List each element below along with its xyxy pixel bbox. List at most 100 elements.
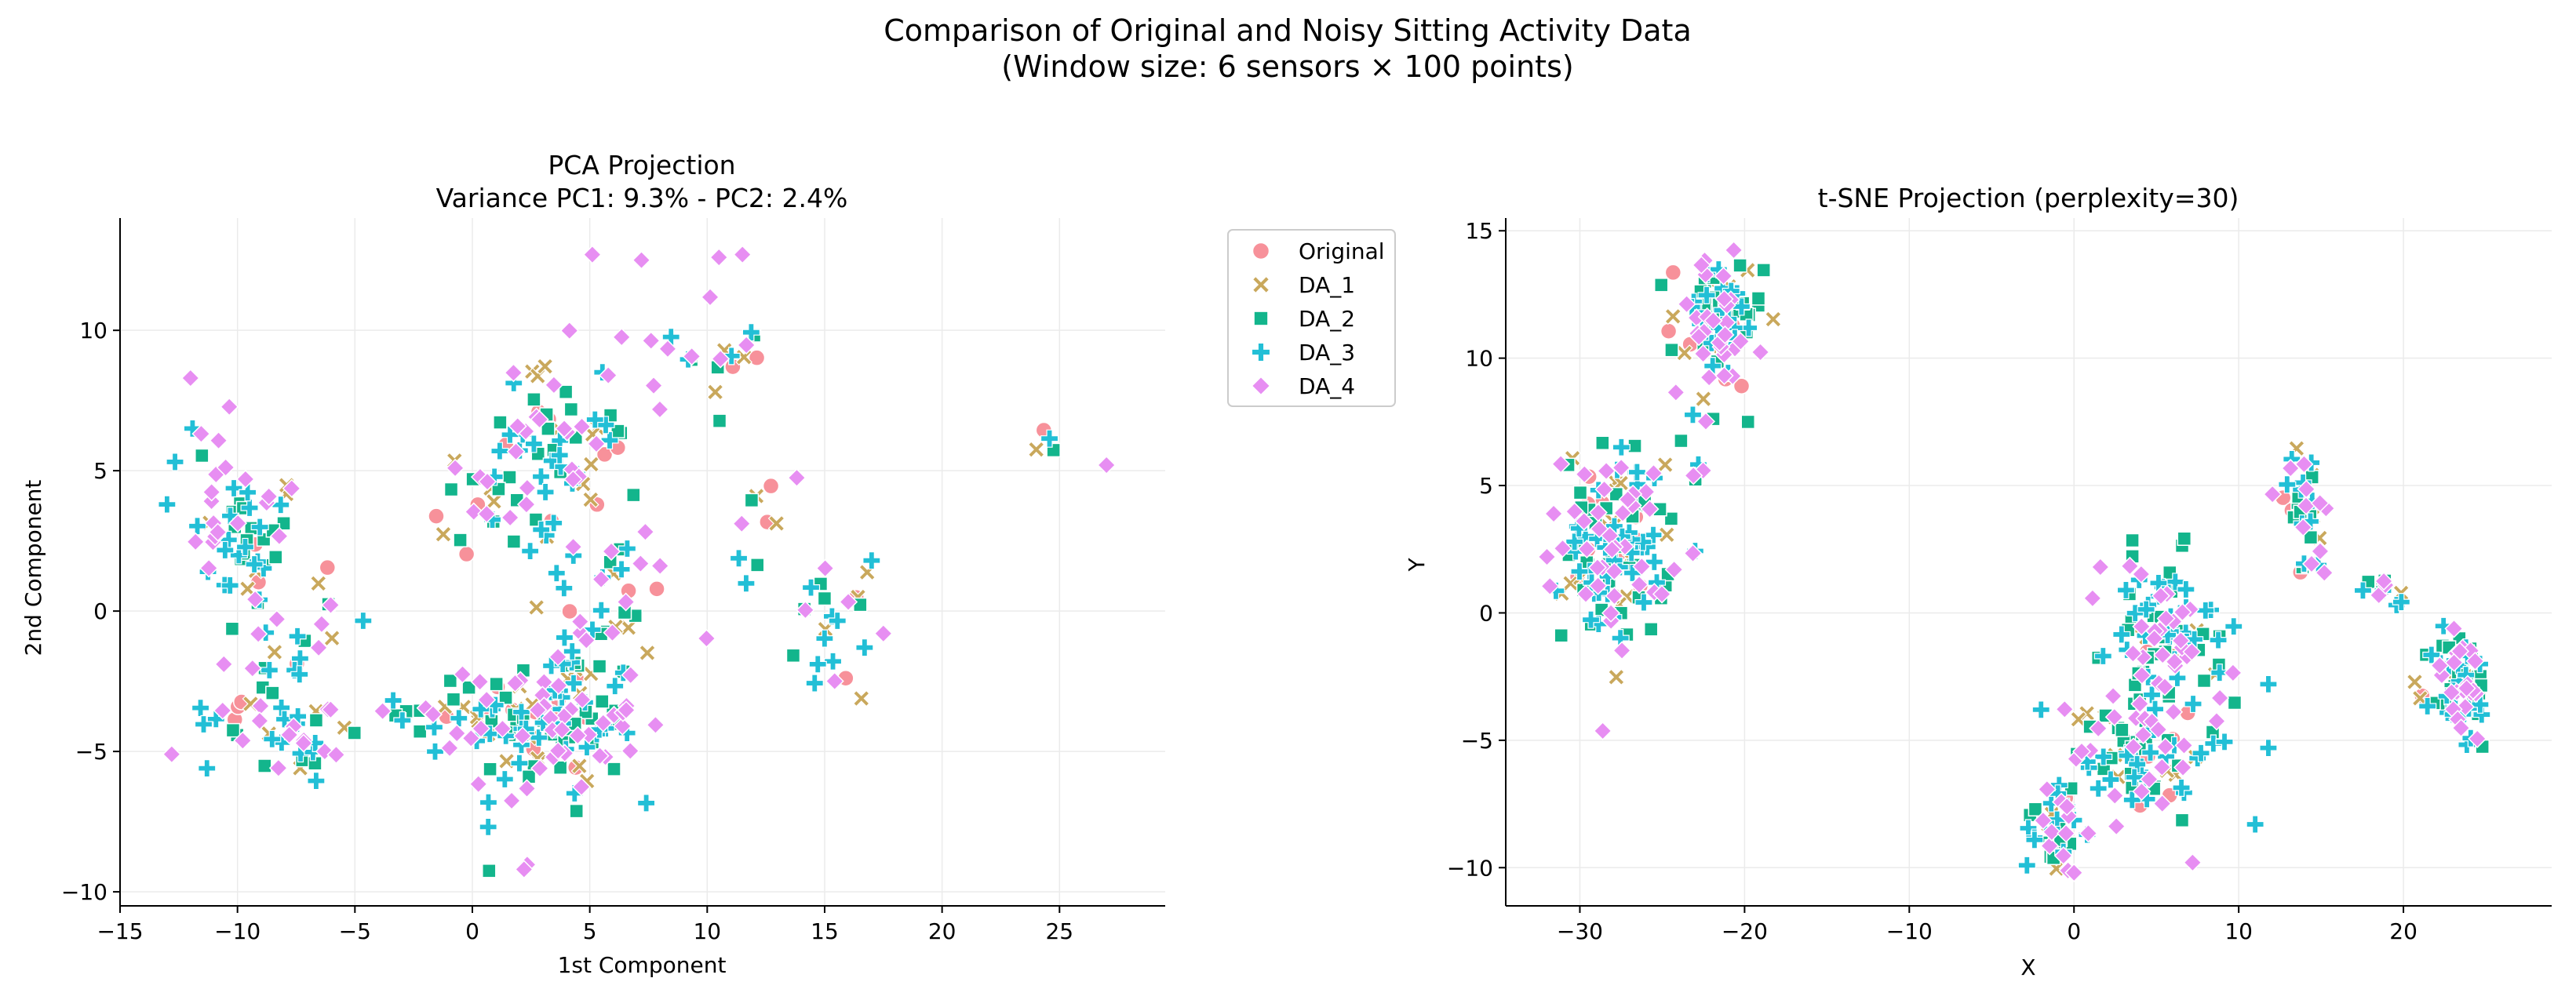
pca-point-da4 — [590, 746, 610, 765]
pca-point-da3 — [828, 611, 847, 631]
tsne-point-da4 — [2123, 737, 2144, 757]
pca-point-da3 — [592, 601, 610, 620]
tsne-point-da3 — [1627, 463, 1647, 482]
pca-point-da3 — [524, 435, 543, 453]
tsne-point-da3 — [2278, 475, 2297, 494]
pca-point-da4 — [636, 522, 655, 542]
pca-point-da4 — [321, 595, 341, 615]
pca-point-da3 — [545, 514, 563, 533]
pca-point-da4 — [617, 700, 636, 720]
tsne-point-da4 — [1714, 365, 1734, 386]
pca-point-da4 — [732, 514, 752, 533]
tsne-ylabel: Y — [1404, 558, 1430, 573]
pca-point-da3 — [425, 742, 445, 761]
pca-point-da4 — [453, 664, 472, 684]
tsne-point-da3 — [2224, 617, 2243, 636]
pca-xtick-label: −5 — [339, 918, 371, 944]
tsne-point-da3 — [2434, 616, 2453, 635]
pca-point-da2 — [592, 659, 607, 674]
tsne-point-da4 — [2173, 602, 2192, 622]
pca-point-da4 — [682, 347, 701, 366]
tsne-point-da2 — [2177, 531, 2192, 547]
pca-ticks: −15 −10 −5 0 5 10 15 20 25 −10 −5 0 5 10 — [61, 318, 1073, 944]
pca-point-da2 — [595, 694, 610, 709]
tsne-point-da4 — [2042, 822, 2061, 842]
tsne-point-da1 — [1656, 456, 1674, 474]
pca-point-da3 — [505, 373, 523, 393]
tsne-point-da4 — [2444, 619, 2464, 638]
pca-point-da2 — [563, 402, 579, 417]
pca-point-original — [648, 580, 665, 598]
tsne-point-da2 — [1663, 511, 1679, 526]
tsne-point-da2 — [1595, 435, 1610, 451]
pca-point-da4 — [548, 647, 568, 667]
tsne-point-da4 — [1696, 412, 1716, 431]
pca-point-da2 — [785, 648, 801, 664]
pca-point-da4 — [616, 592, 636, 612]
pca-point-da4 — [873, 624, 893, 643]
pca-point-da4 — [268, 758, 288, 778]
tsne-point-da2 — [2028, 802, 2043, 817]
pca-point-da4 — [563, 537, 583, 557]
pca-point-da2 — [506, 534, 522, 549]
pca-point-da2 — [268, 550, 283, 565]
tsne-point-da4 — [1724, 240, 1743, 260]
tsne-point-da4 — [2079, 824, 2098, 843]
pca-point-da1 — [852, 689, 870, 707]
pca-ylabel: 2nd Component — [20, 480, 46, 656]
pca-point-da4 — [587, 434, 607, 453]
pca-point-da3 — [815, 629, 834, 648]
pca-point-da3 — [263, 729, 282, 748]
tsne-point-da4 — [2163, 702, 2184, 722]
tsne-point-da3 — [2093, 646, 2112, 666]
tsne-ticks: −30 −20 −10 0 10 20 −10 −5 0 5 10 15 — [1447, 218, 2418, 944]
pca-point-da3 — [495, 769, 514, 789]
pca-point-da4 — [572, 690, 592, 710]
tsne-point-da2 — [1740, 414, 1756, 430]
tsne-point-da4 — [2148, 720, 2168, 740]
tsne-point-da3 — [2125, 768, 2144, 787]
pca-point-da3 — [823, 652, 843, 671]
pca-point-da4 — [603, 623, 622, 642]
tsne-point-da4 — [1700, 368, 1719, 387]
tsne-point-da4 — [2132, 665, 2152, 685]
legend-label-da4: DA_4 — [1299, 373, 1355, 399]
tsne-point-da2 — [2115, 722, 2130, 737]
tsne-point-da2 — [1674, 433, 1689, 449]
pca-point-da4 — [787, 468, 807, 488]
pca-point-da4 — [249, 624, 268, 644]
pca-point-da4 — [246, 590, 265, 609]
tsne-point-da4 — [2131, 565, 2151, 584]
tsne-point-da3 — [1612, 438, 1630, 456]
pca-point-da4 — [439, 738, 460, 758]
tsne-point-da3 — [1570, 562, 1589, 581]
pca-point-da2 — [744, 493, 760, 508]
pca-point-da3 — [855, 638, 874, 657]
pca-point-da4 — [1097, 455, 1117, 475]
tsne-point-da4 — [2174, 736, 2194, 755]
pca-xtick-label: 10 — [693, 918, 721, 944]
tsne-point-da4 — [1551, 454, 1571, 474]
pca-point-da4 — [461, 729, 481, 748]
pca-xtick-label: 5 — [583, 918, 597, 944]
tsne-point-da4 — [2457, 678, 2476, 698]
tsne-xtick-label: −10 — [1886, 918, 1933, 944]
tsne-point-da4 — [1553, 539, 1572, 558]
pca-point-da4 — [470, 672, 490, 692]
tsne-point-da4 — [2104, 707, 2124, 727]
tsne-point-da3 — [2128, 754, 2147, 774]
tsne-point-da4 — [2105, 786, 2125, 805]
pca-point-da4 — [321, 700, 341, 719]
pca-point-da2 — [412, 724, 428, 739]
pca-point-da3 — [240, 498, 259, 518]
pca-point-da2 — [817, 591, 833, 606]
tsne-ytick-label: −5 — [1461, 728, 1493, 754]
tsne-xtick-label: 20 — [2389, 918, 2418, 944]
pca-point-da3 — [555, 628, 574, 647]
tsne-point-da4 — [2315, 563, 2334, 583]
pca-point-da3 — [808, 655, 827, 674]
legend-marker-da1 — [1252, 275, 1270, 294]
tsne-xtick-label: −30 — [1557, 918, 1603, 944]
tsne-point-da4 — [1644, 464, 1663, 483]
pca-point-da4 — [613, 716, 632, 736]
